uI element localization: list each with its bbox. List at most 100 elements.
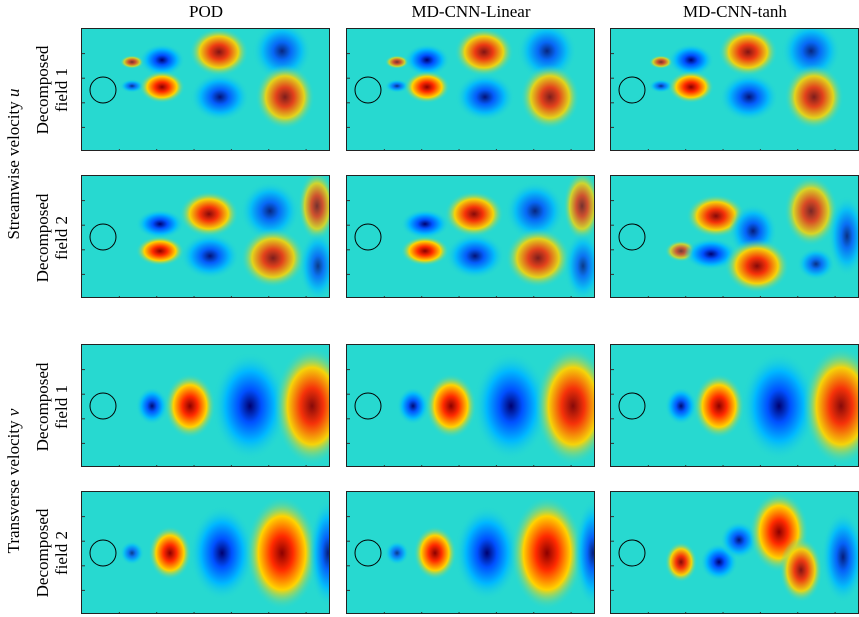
positive-vortex-blob — [255, 64, 315, 130]
positive-vortex-blob — [563, 176, 594, 242]
negative-vortex-blob — [821, 511, 858, 603]
negative-vortex-blob — [445, 233, 505, 279]
positive-vortex-blob — [693, 373, 745, 439]
positive-vortex-blob — [179, 191, 239, 237]
negative-vortex-blob — [400, 209, 450, 239]
positive-vortex-blob — [520, 64, 580, 130]
cylinder-outline — [89, 223, 117, 251]
cylinder-outline — [354, 392, 382, 420]
positive-vortex-blob — [724, 239, 790, 293]
negative-vortex-blob — [135, 387, 169, 425]
negative-vortex-blob — [135, 209, 185, 239]
negative-vortex-blob — [505, 181, 565, 241]
positive-vortex-blob — [664, 541, 698, 583]
flow-field-heatmap — [347, 492, 594, 613]
positive-vortex-blob — [413, 526, 457, 580]
cylinder-outline — [89, 539, 117, 567]
row-label-u-field-1: Decomposed field 1 — [33, 46, 71, 135]
flow-field-heatmap — [82, 176, 329, 297]
flow-panel-r4-c2 — [346, 491, 595, 614]
positive-vortex-blob — [444, 191, 504, 237]
positive-vortex-blob — [298, 176, 329, 242]
positive-vortex-blob — [240, 228, 306, 288]
flow-field-heatmap — [347, 345, 594, 466]
flow-panel-r1-c1 — [81, 28, 330, 151]
flow-panel-r4-c1 — [81, 491, 330, 614]
positive-vortex-blob — [274, 346, 329, 466]
negative-vortex-blob — [139, 43, 185, 77]
cylinder-outline — [618, 223, 646, 251]
positive-vortex-blob — [148, 526, 192, 580]
positive-vortex-blob — [164, 373, 216, 439]
negative-vortex-blob — [648, 79, 674, 93]
positive-vortex-blob — [784, 176, 838, 247]
negative-vortex-blob — [119, 540, 145, 566]
positive-vortex-blob — [189, 29, 249, 77]
flow-panel-r1-c2 — [346, 28, 595, 151]
quantity-label-streamwise: Streamwise velocity u — [4, 88, 24, 239]
cylinder-outline — [354, 539, 382, 567]
row-label-text: Decomposed field 2 — [33, 508, 71, 598]
row-label-v-field-2: Decomposed field 2 — [33, 509, 71, 598]
negative-vortex-blob — [473, 352, 549, 460]
flow-field-heatmap — [82, 345, 329, 466]
flow-panel-r1-c3 — [610, 28, 859, 151]
cylinder-outline — [89, 392, 117, 420]
positive-vortex-blob — [668, 70, 714, 104]
positive-vortex-blob — [648, 55, 674, 69]
symbol-u: u — [4, 88, 23, 97]
negative-vortex-blob — [454, 505, 520, 601]
negative-vortex-blob — [309, 499, 329, 607]
negative-vortex-blob — [455, 72, 515, 122]
flow-field-heatmap — [82, 492, 329, 613]
positive-vortex-blob — [779, 537, 823, 603]
quantity-label-transverse: Transverse velocity v — [4, 409, 24, 554]
negative-vortex-blob — [404, 43, 450, 77]
positive-vortex-blob — [400, 236, 450, 266]
positive-vortex-blob — [535, 346, 594, 466]
negative-vortex-blob — [664, 387, 698, 425]
flow-field-heatmap — [82, 29, 329, 150]
negative-vortex-blob — [119, 79, 145, 93]
flow-field-heatmap — [347, 176, 594, 297]
flow-panel-r3-c3 — [610, 344, 859, 467]
negative-vortex-blob — [396, 387, 430, 425]
negative-vortex-blob — [564, 230, 594, 297]
quantity-label-transverse-text: Transverse velocity — [4, 420, 23, 554]
positive-vortex-blob — [454, 29, 514, 77]
flow-panel-r3-c2 — [346, 344, 595, 467]
flow-field-heatmap — [347, 29, 594, 150]
flow-panel-r2-c3 — [610, 175, 859, 298]
negative-vortex-blob — [828, 195, 858, 277]
negative-vortex-blob — [190, 72, 250, 122]
negative-vortex-blob — [212, 352, 288, 460]
positive-vortex-blob — [718, 29, 778, 77]
positive-vortex-blob — [505, 228, 571, 288]
positive-vortex-blob — [119, 55, 145, 69]
row-label-text: Decomposed field 1 — [33, 45, 71, 135]
positive-vortex-blob — [139, 70, 185, 104]
flow-field-heatmap — [611, 492, 858, 613]
positive-vortex-blob — [803, 346, 858, 466]
negative-vortex-blob — [720, 521, 758, 559]
row-label-v-field-1: Decomposed field 1 — [33, 363, 71, 452]
negative-vortex-blob — [741, 352, 817, 460]
negative-vortex-blob — [240, 181, 300, 241]
positive-vortex-blob — [510, 496, 584, 610]
row-label-u-field-2: Decomposed field 2 — [33, 194, 71, 283]
cylinder-outline — [354, 223, 382, 251]
negative-vortex-blob — [797, 247, 835, 281]
quantity-label-streamwise-text: Streamwise velocity — [4, 101, 23, 240]
negative-vortex-blob — [684, 237, 738, 271]
flow-panel-r2-c1 — [81, 175, 330, 298]
flow-panel-r3-c1 — [81, 344, 330, 467]
row-label-text: Decomposed field 1 — [33, 362, 71, 452]
negative-vortex-blob — [719, 72, 779, 122]
positive-vortex-blob — [245, 496, 319, 610]
column-title-md-cnn-tanh: MD-CNN-tanh — [683, 2, 787, 21]
positive-vortex-blob — [384, 55, 410, 69]
flow-panel-r4-c3 — [610, 491, 859, 614]
negative-vortex-blob — [299, 230, 329, 297]
column-title-pod: POD — [188, 2, 223, 21]
positive-vortex-blob — [135, 236, 185, 266]
